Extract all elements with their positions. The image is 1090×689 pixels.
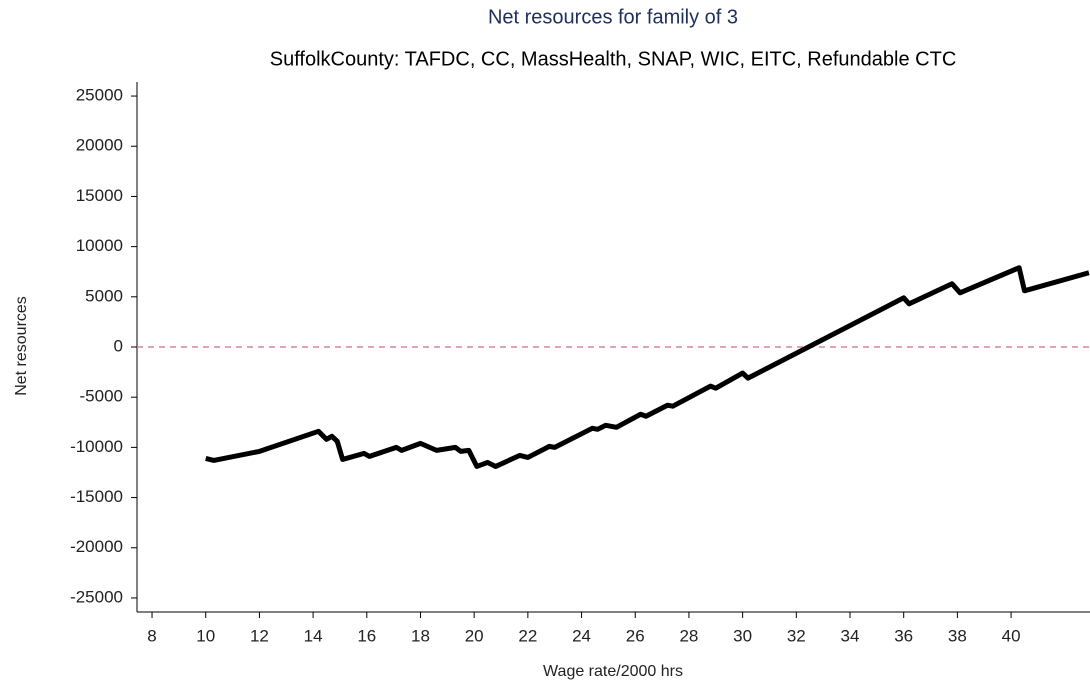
x-tick-label: 40 [1002, 626, 1021, 645]
y-axis-label: Net resources [13, 296, 30, 396]
y-tick-label: -25000 [70, 587, 123, 606]
y-tick-label: 25000 [76, 86, 123, 105]
x-axis-label: Wage rate/2000 hrs [543, 663, 683, 680]
chart-title: Net resources for family of 3 [488, 6, 738, 28]
y-tick-label: -5000 [80, 387, 123, 406]
x-tick-label: 22 [518, 626, 537, 645]
y-tick-label: 5000 [85, 286, 123, 305]
x-tick-label: 18 [411, 626, 430, 645]
x-tick-label: 8 [147, 626, 156, 645]
y-tick-label: 10000 [76, 236, 123, 255]
chart-subtitle: SuffolkCounty: TAFDC, CC, MassHealth, SN… [270, 48, 957, 70]
y-tick-label: -10000 [70, 437, 123, 456]
x-tick-label: 38 [948, 626, 967, 645]
x-tick-label: 20 [465, 626, 484, 645]
x-tick-label: 34 [841, 626, 860, 645]
x-tick-label: 10 [196, 626, 215, 645]
x-tick-label: 14 [304, 626, 323, 645]
x-tick-label: 26 [626, 626, 645, 645]
x-tick-label: 16 [357, 626, 376, 645]
y-tick-label: 0 [114, 336, 123, 355]
y-tick-label: -15000 [70, 487, 123, 506]
x-tick-label: 30 [733, 626, 752, 645]
x-tick-label: 32 [787, 626, 806, 645]
x-tick-label: 36 [894, 626, 913, 645]
y-tick-label: -20000 [70, 537, 123, 556]
data-line [205, 265, 1090, 469]
x-tick-label: 28 [679, 626, 698, 645]
y-tick-label: 15000 [76, 186, 123, 205]
y-tick-label: 20000 [76, 136, 123, 155]
x-tick-label: 12 [250, 626, 269, 645]
x-tick-label: 24 [572, 626, 591, 645]
